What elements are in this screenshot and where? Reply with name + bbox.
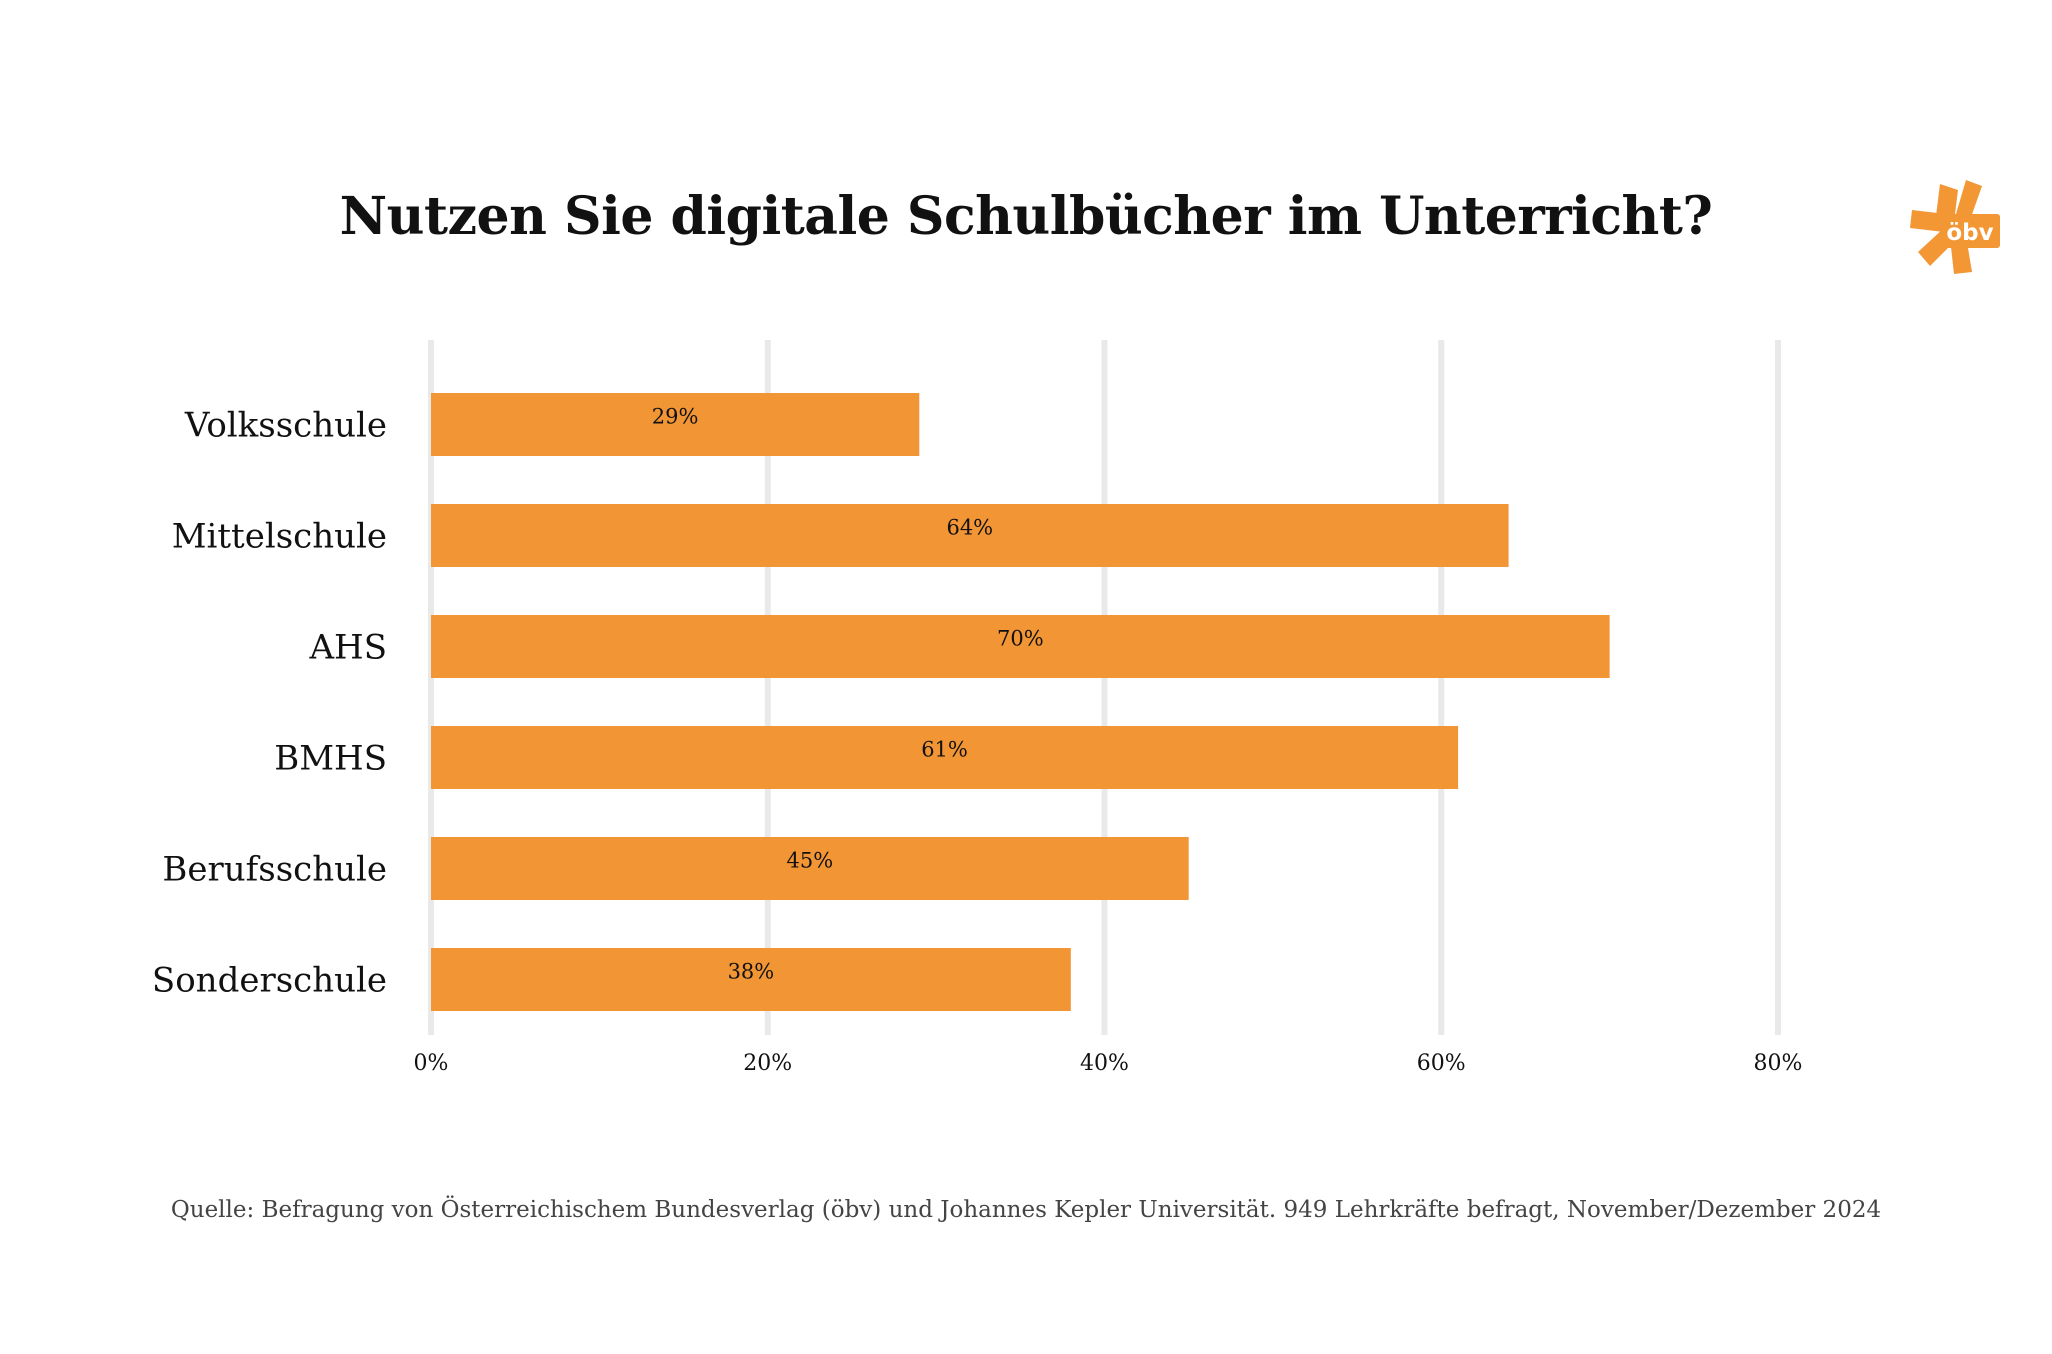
bar-berufsschule: [431, 837, 1189, 900]
value-label: 38%: [728, 960, 775, 984]
logo-badge: [1940, 214, 2000, 248]
value-label: 61%: [921, 738, 968, 762]
bar-mittelschule: [431, 504, 1509, 567]
value-label: 29%: [652, 405, 699, 429]
bar-bmhs: [431, 726, 1459, 789]
value-label: 64%: [946, 516, 993, 540]
bar-ahs: [431, 615, 1610, 678]
value-label: 45%: [787, 849, 834, 873]
x-tick-label: 0%: [414, 1051, 449, 1076]
bars: [431, 393, 1610, 1011]
bar-volksschule: [431, 393, 920, 456]
category-label: BMHS: [274, 739, 387, 779]
source-note: Quelle: Befragung von Österreichischem B…: [170, 1197, 1882, 1223]
x-axis-ticks: 0% 20% 40% 60% 80%: [414, 1051, 1803, 1076]
category-label: Volksschule: [184, 406, 387, 446]
category-label: AHS: [309, 628, 388, 668]
x-tick-label: 20%: [743, 1051, 792, 1076]
category-label: Mittelschule: [172, 517, 387, 557]
logo-text: öbv: [1946, 220, 1993, 246]
x-tick-label: 80%: [1754, 1051, 1803, 1076]
oebv-logo-icon: öbv: [1910, 180, 2000, 274]
x-tick-label: 60%: [1417, 1051, 1466, 1076]
value-labels: 29% 64% 70% 61% 45% 38%: [652, 405, 1044, 984]
category-label: Sonderschule: [152, 961, 387, 1001]
category-labels: Volksschule Mittelschule AHS BMHS Berufsschu…: [152, 406, 387, 1001]
x-tick-label: 40%: [1080, 1051, 1129, 1076]
chart-title: Nutzen Sie digitale Schulbücher im Unter…: [339, 186, 1713, 247]
value-label: 70%: [997, 627, 1044, 651]
bar-sonderschule: [431, 948, 1071, 1011]
category-label: Berufsschule: [162, 850, 387, 890]
